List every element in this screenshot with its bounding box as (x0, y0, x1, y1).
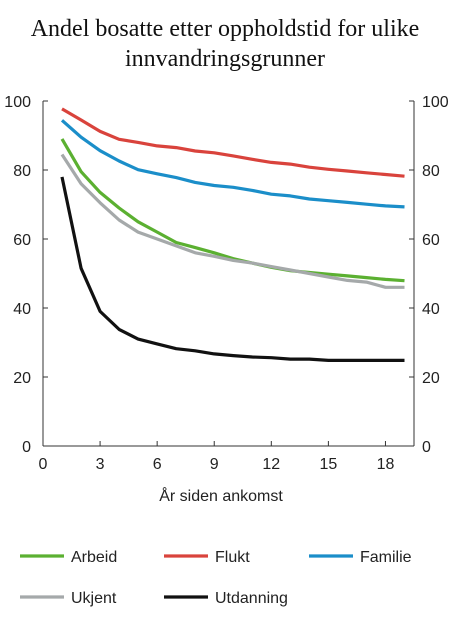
x-tick-label: 18 (377, 456, 395, 473)
x-axis-title: År siden ankomst (159, 486, 283, 505)
series-line-ukjent (60, 153, 405, 289)
series-line-familie (60, 119, 405, 209)
legend-label: Familie (360, 549, 412, 566)
legend-item-utdanning: Utdanning (164, 590, 288, 607)
y-tick-labels-right: 0 20 40 60 80 100 (422, 94, 449, 456)
legend-item-ukjent: Ukjent (20, 590, 117, 607)
chart-title-line-2: innvandringsgrunner (125, 46, 325, 72)
series-line-utdanning (60, 176, 405, 362)
x-tick-label: 12 (262, 456, 280, 473)
y-tick-label-left: 40 (13, 301, 31, 318)
legend: Arbeid Flukt Familie Ukjent Utdanning (20, 549, 412, 607)
legend-item-familie: Familie (309, 549, 412, 566)
x-tick-labels: 0 3 6 9 12 15 18 (39, 456, 395, 473)
chart-axes (42, 100, 415, 447)
legend-item-flukt: Flukt (164, 549, 250, 566)
x-tick-label: 15 (319, 456, 337, 473)
y-tick-labels-left: 0 20 40 60 80 100 (4, 94, 31, 456)
series-line-flukt (61, 107, 405, 178)
y-tick-label-left: 20 (13, 370, 31, 387)
x-tick-label: 9 (210, 456, 219, 473)
y-tick-label-right: 100 (422, 94, 449, 111)
series-line-arbeid (60, 138, 405, 283)
y-tick-label-right: 60 (422, 232, 440, 249)
legend-label: Ukjent (71, 590, 117, 607)
x-tick-label: 0 (39, 456, 48, 473)
y-tick-label-right: 20 (422, 370, 440, 387)
legend-item-arbeid: Arbeid (20, 549, 117, 566)
chart-title: Andel bosatte etter oppholdstid for ulik… (0, 14, 450, 74)
y-tick-label-right: 80 (422, 163, 440, 180)
legend-label: Utdanning (215, 590, 288, 607)
y-tick-label-right: 0 (422, 439, 431, 456)
y-tick-label-left: 80 (13, 163, 31, 180)
x-tick-label: 3 (96, 456, 105, 473)
chart-title-line-1: Andel bosatte etter oppholdstid for ulik… (30, 16, 420, 42)
y-tick-label-right: 40 (422, 301, 440, 318)
series-lines (60, 107, 405, 362)
y-tick-label-left: 60 (13, 232, 31, 249)
legend-label: Flukt (215, 549, 250, 566)
x-tick-label: 6 (153, 456, 162, 473)
y-tick-label-left: 0 (22, 439, 31, 456)
legend-label: Arbeid (71, 549, 117, 566)
y-tick-label-left: 100 (4, 94, 31, 111)
